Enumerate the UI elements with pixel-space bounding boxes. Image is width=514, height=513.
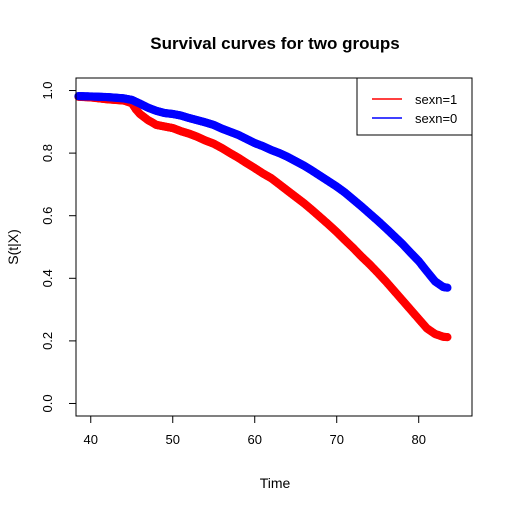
x-tick-label: 80 <box>411 432 425 447</box>
x-tick-label: 50 <box>166 432 180 447</box>
series-sexn=0 <box>74 92 452 292</box>
y-axis: 0.0 0.2 0.4 0.6 0.8 1.0 <box>40 81 77 413</box>
data-point <box>443 333 452 342</box>
y-tick-label: 1.0 <box>40 81 55 99</box>
x-axis: 40 50 60 70 80 <box>84 415 426 447</box>
legend-label-sexn1: sexn=1 <box>415 92 457 107</box>
legend-box <box>356 77 473 136</box>
data-points <box>74 92 452 342</box>
x-axis-label: Time <box>260 475 291 491</box>
data-point <box>443 283 452 292</box>
y-tick-label: 0.8 <box>40 144 55 162</box>
y-tick-label: 0.4 <box>40 269 55 287</box>
x-tick-label: 40 <box>84 432 98 447</box>
x-tick-label: 70 <box>329 432 343 447</box>
x-tick-label: 60 <box>247 432 261 447</box>
y-tick-label: 0.0 <box>40 394 55 412</box>
y-axis-label: S(t|X) <box>5 229 21 265</box>
y-tick-label: 0.6 <box>40 207 55 225</box>
legend: sexn=1 sexn=0 <box>356 77 473 136</box>
legend-label-sexn0: sexn=0 <box>415 111 457 126</box>
chart-title: Survival curves for two groups <box>150 34 399 53</box>
y-tick-label: 0.2 <box>40 332 55 350</box>
